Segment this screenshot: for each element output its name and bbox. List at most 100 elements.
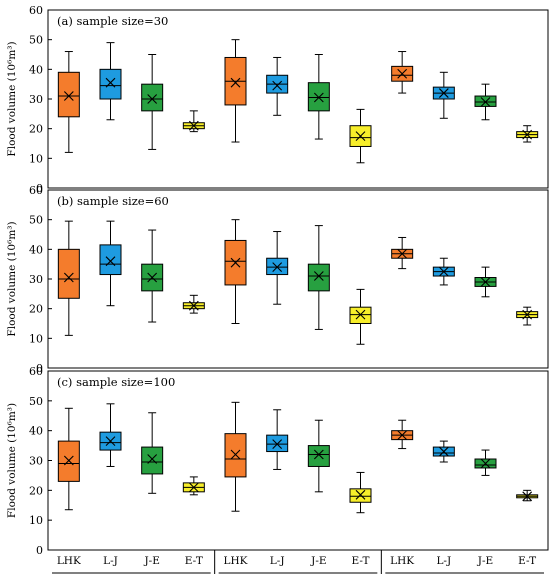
box-mufrc-e-t [182, 294, 205, 314]
box-mlfrc-lhk [224, 219, 247, 324]
mean-marker [522, 491, 533, 502]
iqr-box [99, 244, 122, 276]
box-effrc-lhk [391, 51, 414, 94]
box-mufrc-lhk [57, 220, 80, 336]
y-axis-label: Flood volume (10⁶m³) [6, 41, 18, 156]
box-effrc-j-e [474, 83, 497, 121]
y-tick-label: 20 [29, 484, 43, 497]
box-mufrc-lhk [57, 51, 80, 153]
box-mlfrc-j-e [307, 54, 330, 140]
y-tick-label: 30 [29, 455, 43, 468]
y-tick-label: 50 [29, 214, 43, 227]
box-mufrc-e-t [182, 110, 205, 133]
y-tick-label: 50 [29, 395, 43, 408]
box-mlfrc-l-j [266, 56, 289, 116]
box-effrc-e-t [516, 489, 539, 502]
mean-marker [355, 489, 366, 500]
iqr-box [57, 248, 80, 299]
mean-marker [188, 120, 199, 131]
box-effrc-l-j [432, 257, 455, 286]
mean-marker [105, 256, 116, 267]
mean-marker [230, 449, 241, 460]
panel-2: 0 10 20 30 40 50 60 Flood volume (10⁶m³) (b) sam… [6, 184, 549, 375]
y-tick-label: 60 [29, 4, 43, 17]
panel-frame [47, 9, 549, 189]
x-tick-label: LHK [224, 555, 248, 567]
box-mlfrc-lhk [224, 401, 247, 512]
y-tick-label: 10 [29, 514, 43, 527]
iqr-box [141, 83, 164, 112]
panel-title: (c) sample size=100 [57, 375, 175, 389]
x-tick-label: E-T [351, 555, 369, 567]
mean-marker [230, 77, 241, 88]
mean-marker [397, 430, 408, 441]
box-mlfrc-j-e [307, 419, 330, 493]
x-tick-label: LHK [57, 555, 81, 567]
mean-marker [355, 309, 366, 320]
box-mufrc-l-j [99, 403, 122, 467]
x-tick-label: J-E [477, 555, 493, 567]
panel-frame [47, 370, 549, 551]
x-tick-label: L-J [270, 555, 285, 567]
mean-marker [63, 455, 74, 466]
panel-title: (b) sample size=60 [57, 194, 169, 208]
mean-marker [147, 272, 158, 283]
y-tick-label: 60 [29, 184, 43, 197]
mean-marker [272, 262, 283, 273]
x-tick-label: E-T [185, 555, 203, 567]
mean-marker [63, 272, 74, 283]
box-mlfrc-lhk [224, 39, 247, 143]
mean-marker [105, 77, 116, 88]
y-tick-label: 0 [36, 544, 43, 557]
box-effrc-j-e [474, 266, 497, 298]
y-tick-label: 30 [29, 93, 43, 106]
mean-marker [522, 129, 533, 140]
box-effrc-l-j [432, 71, 455, 119]
mean-marker [438, 266, 449, 277]
mean-marker [147, 94, 158, 104]
x-tick-label: E-T [518, 555, 536, 567]
panel-title: (a) sample size=30 [57, 14, 168, 28]
mean-marker [188, 300, 199, 311]
box-effrc-lhk [391, 236, 414, 270]
box-effrc-j-e [474, 449, 497, 476]
mean-marker [438, 88, 449, 98]
mean-marker [313, 92, 324, 103]
x-tick-label: J-E [310, 555, 326, 567]
iqr-box [307, 445, 330, 467]
mean-marker [480, 97, 491, 107]
mean-marker [272, 439, 283, 449]
box-mufrc-e-t [182, 476, 205, 496]
mean-marker [313, 449, 324, 460]
mean-marker [147, 454, 158, 464]
box-mufrc-j-e [141, 229, 164, 323]
x-tick-label: L-J [436, 555, 451, 567]
box-mufrc-l-j [99, 220, 122, 307]
panel-3: 0 10 20 30 40 50 60 Flood volume (10⁶m³) (c) sam… [6, 365, 549, 557]
mean-marker [438, 446, 449, 457]
mean-marker [105, 436, 116, 446]
x-tick-label: LHK [390, 555, 414, 567]
mean-marker [397, 68, 408, 79]
box-effrc-lhk [391, 419, 414, 450]
iqr-box [141, 446, 164, 475]
y-tick-label: 20 [29, 303, 43, 316]
box-mufrc-l-j [99, 42, 122, 121]
mean-marker [272, 80, 283, 91]
y-tick-label: 0 [36, 362, 43, 375]
box-mlfrc-e-t [349, 471, 372, 514]
y-tick-label: 20 [29, 123, 43, 136]
mean-marker [522, 309, 533, 320]
box-mlfrc-e-t [349, 288, 372, 345]
y-tick-label: 40 [29, 243, 43, 256]
mean-marker [397, 248, 408, 259]
box-mlfrc-e-t [349, 108, 372, 164]
mean-marker [480, 458, 491, 469]
box-mlfrc-l-j [266, 231, 289, 305]
y-tick-label: 30 [29, 273, 43, 286]
mean-marker [313, 271, 324, 281]
box-mufrc-j-e [141, 412, 164, 494]
panel-1: 0 10 20 30 40 50 60 Flood volume (10⁶m³) (a) sam… [6, 4, 549, 195]
